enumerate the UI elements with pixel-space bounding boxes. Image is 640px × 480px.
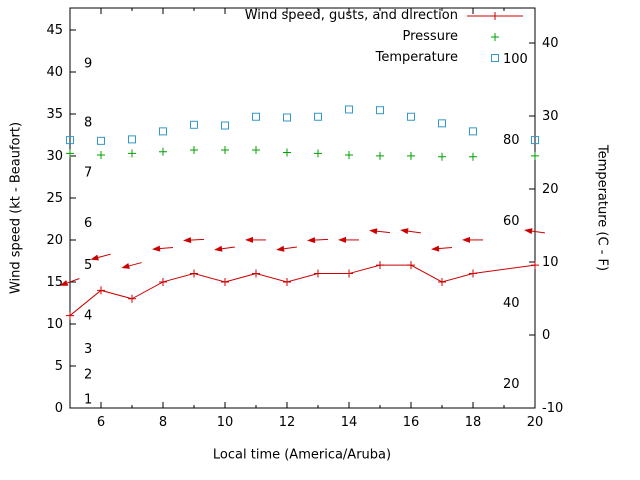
beaufort-label: 4 (84, 309, 92, 324)
temperature-point (469, 127, 477, 136)
x-tick-label: 12 (279, 415, 296, 430)
pressure-plus-marker-icon (466, 30, 524, 44)
y-axis-title-left: Wind speed (kt - Beaufort) (8, 121, 24, 295)
plot-border (69, 7, 536, 409)
beaufort-label: 5 (84, 258, 92, 273)
beaufort-label: 6 (84, 216, 92, 231)
x-tick-label: 16 (403, 415, 420, 430)
x-tick-label: 20 (527, 415, 544, 430)
gust-arrow (431, 245, 453, 252)
fahrenheit-label: 40 (503, 296, 520, 311)
fahrenheit-label: 80 (503, 133, 520, 148)
left-tick-label: 25 (46, 191, 63, 206)
wind-speed-line (69, 264, 536, 316)
right-tick-label: 10 (542, 255, 559, 270)
left-tick-label: 15 (46, 275, 63, 290)
gust-arrow (462, 236, 483, 243)
x-axis-ticks: 6 8 10 12 14 16 18 20 (69, 8, 544, 430)
left-tick-label: 35 (46, 107, 63, 122)
temperature-point (407, 112, 415, 121)
gust-arrow (90, 253, 111, 261)
right-tick-label: 40 (542, 36, 559, 51)
gust-arrow (276, 245, 297, 252)
left-axis-ticks: 0 5 10 15 20 25 30 35 40 45 (46, 23, 76, 416)
gust-arrow (183, 237, 205, 244)
x-tick-label: 14 (341, 415, 358, 430)
temperature-point (345, 105, 353, 114)
legend-item-wind: Wind speed, gusts, and direction (0, 5, 524, 26)
gust-arrow (400, 228, 421, 235)
legend-item-pressure: Pressure (0, 26, 524, 47)
fahrenheit-label: 100 (503, 52, 528, 67)
wind-speed-series (66, 261, 539, 320)
right-axis-ticks: -10 0 10 20 30 40 (529, 36, 563, 416)
temperature-point (128, 135, 136, 144)
x-axis-title: Local time (America/Aruba) (212, 447, 392, 463)
fahrenheit-label: 20 (503, 377, 520, 392)
temperature-point (190, 120, 198, 129)
chart-legend: Wind speed, gusts, and direction Pressur… (0, 5, 524, 68)
right-tick-label: 30 (542, 109, 559, 124)
gust-arrow (245, 236, 266, 243)
temperature-series (66, 105, 539, 145)
wind-gust-direction-arrows (59, 228, 545, 286)
y-axis-title-right: Temperature (C - F) (594, 144, 610, 272)
legend-label-pressure: Pressure (402, 29, 458, 44)
right-tick-label: -10 (542, 401, 563, 416)
x-tick-label: 8 (159, 415, 167, 430)
temperature-point (531, 136, 539, 145)
x-tick-label: 10 (217, 415, 234, 430)
gust-arrow (59, 278, 80, 286)
beaufort-label: 9 (84, 56, 92, 71)
beaufort-label: 8 (84, 115, 92, 130)
beaufort-label: 2 (84, 367, 92, 382)
left-tick-label: 20 (46, 233, 63, 248)
temperature-point (314, 112, 322, 121)
left-tick-label: 30 (46, 149, 63, 164)
wind-line-plus-marker-icon (466, 9, 524, 23)
temperature-point (221, 121, 229, 130)
temperature-point (97, 136, 105, 145)
legend-item-temperature: Temperature (0, 47, 524, 68)
gust-arrow (121, 262, 142, 269)
gust-arrow (152, 245, 174, 252)
beaufort-label: 3 (84, 342, 92, 357)
beaufort-scale-labels: 1 2 3 4 5 6 7 8 9 (84, 56, 92, 407)
left-tick-label: 0 (55, 401, 63, 416)
left-tick-label: 40 (46, 65, 63, 80)
temperature-point (252, 112, 260, 121)
gust-arrow (369, 228, 390, 235)
fahrenheit-scale-labels: 20 40 60 80 100 (503, 52, 528, 392)
right-tick-label: 0 (542, 328, 550, 343)
gust-arrow (214, 245, 235, 252)
pressure-series (66, 146, 539, 161)
temperature-point (376, 106, 384, 115)
legend-label-wind: Wind speed, gusts, and direction (244, 8, 458, 23)
x-tick-label: 6 (97, 415, 105, 430)
x-tick-label: 18 (465, 415, 482, 430)
temperature-point (438, 119, 446, 128)
gust-arrow (524, 228, 545, 235)
left-tick-label: 45 (46, 23, 63, 38)
temperature-point (66, 136, 74, 145)
left-tick-label: 5 (55, 359, 63, 374)
legend-label-temperature: Temperature (375, 50, 458, 65)
beaufort-label: 1 (84, 393, 92, 408)
temperature-point (283, 113, 291, 122)
temperature-square-marker-icon (466, 51, 524, 65)
temperature-point (159, 127, 167, 136)
gust-arrow (338, 236, 359, 243)
left-tick-label: 10 (46, 317, 63, 332)
beaufort-label: 7 (84, 166, 92, 181)
right-tick-label: 20 (542, 182, 559, 197)
fahrenheit-label: 60 (503, 214, 520, 229)
gust-arrow (307, 237, 329, 244)
